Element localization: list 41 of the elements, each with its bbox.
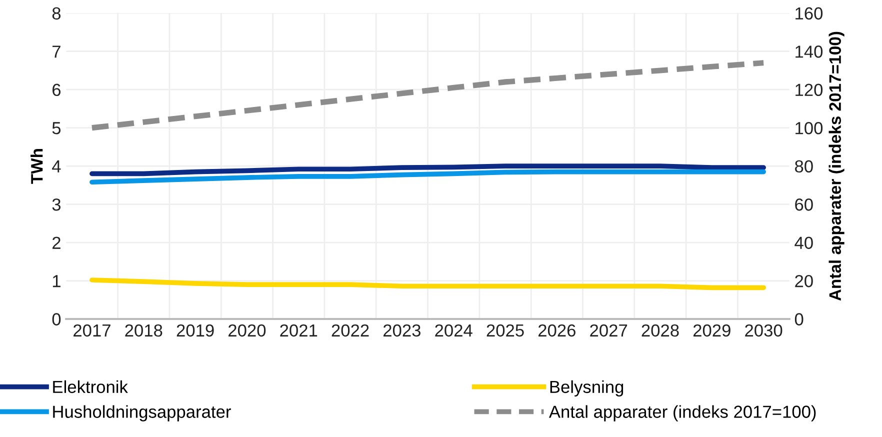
line-series	[90, 169, 766, 185]
y-tick-label: 7	[52, 46, 60, 58]
x-tick-label: 2023	[384, 324, 420, 337]
y2-tick-label: 40	[794, 236, 813, 249]
x-tick-label: 2026	[538, 324, 576, 337]
line-series	[90, 278, 766, 290]
legend-label: Belysning	[550, 380, 624, 397]
y2-tick-label: 20	[795, 274, 813, 288]
y2-tick-label: 0	[794, 313, 804, 326]
legend-label: Antal apparater (indeks 2017=100)	[548, 405, 816, 422]
x-tick-label: 2025	[486, 324, 524, 337]
y-tick-label: 3	[52, 198, 61, 211]
x-tick-label: 2027	[590, 324, 628, 337]
line-series	[90, 164, 766, 176]
y-axis-title: TWh	[30, 149, 43, 184]
y-tick-label: 1	[52, 275, 60, 288]
y-tick-label: 6	[52, 84, 61, 96]
legend-label: Husholdningsapparater	[53, 405, 231, 422]
x-tick-label: 2022	[332, 324, 369, 337]
legend-label: Elektronik	[53, 380, 128, 394]
y-tick-label: 4	[52, 160, 61, 172]
x-tick-label: 2024	[435, 324, 472, 337]
y-tick-label: 8	[52, 7, 61, 20]
y2-tick-label: 60	[795, 198, 813, 211]
y-tick-label: 2	[52, 236, 60, 249]
x-tick-label: 2030	[745, 324, 782, 337]
y2-tick-label: 120	[796, 84, 823, 96]
y2-tick-label: 100	[796, 122, 823, 134]
y-tick-label: 5	[52, 122, 61, 134]
x-tick-label: 2028	[642, 324, 679, 337]
y2-tick-label: 160	[796, 7, 823, 20]
x-tick-label: 2018	[125, 324, 162, 337]
y-tick-label: 0	[52, 313, 61, 326]
y2-axis-title: Antal apparater (indeks 2017=100)	[828, 32, 844, 301]
x-tick-label: 2029	[693, 324, 730, 337]
x-tick-label: 2019	[176, 324, 214, 337]
x-tick-label: 2017	[74, 324, 110, 337]
y2-tick-label: 140	[796, 46, 823, 58]
y2-tick-label: 80	[795, 160, 813, 173]
x-tick-label: 2021	[280, 324, 318, 337]
x-tick-label: 2020	[228, 324, 266, 337]
